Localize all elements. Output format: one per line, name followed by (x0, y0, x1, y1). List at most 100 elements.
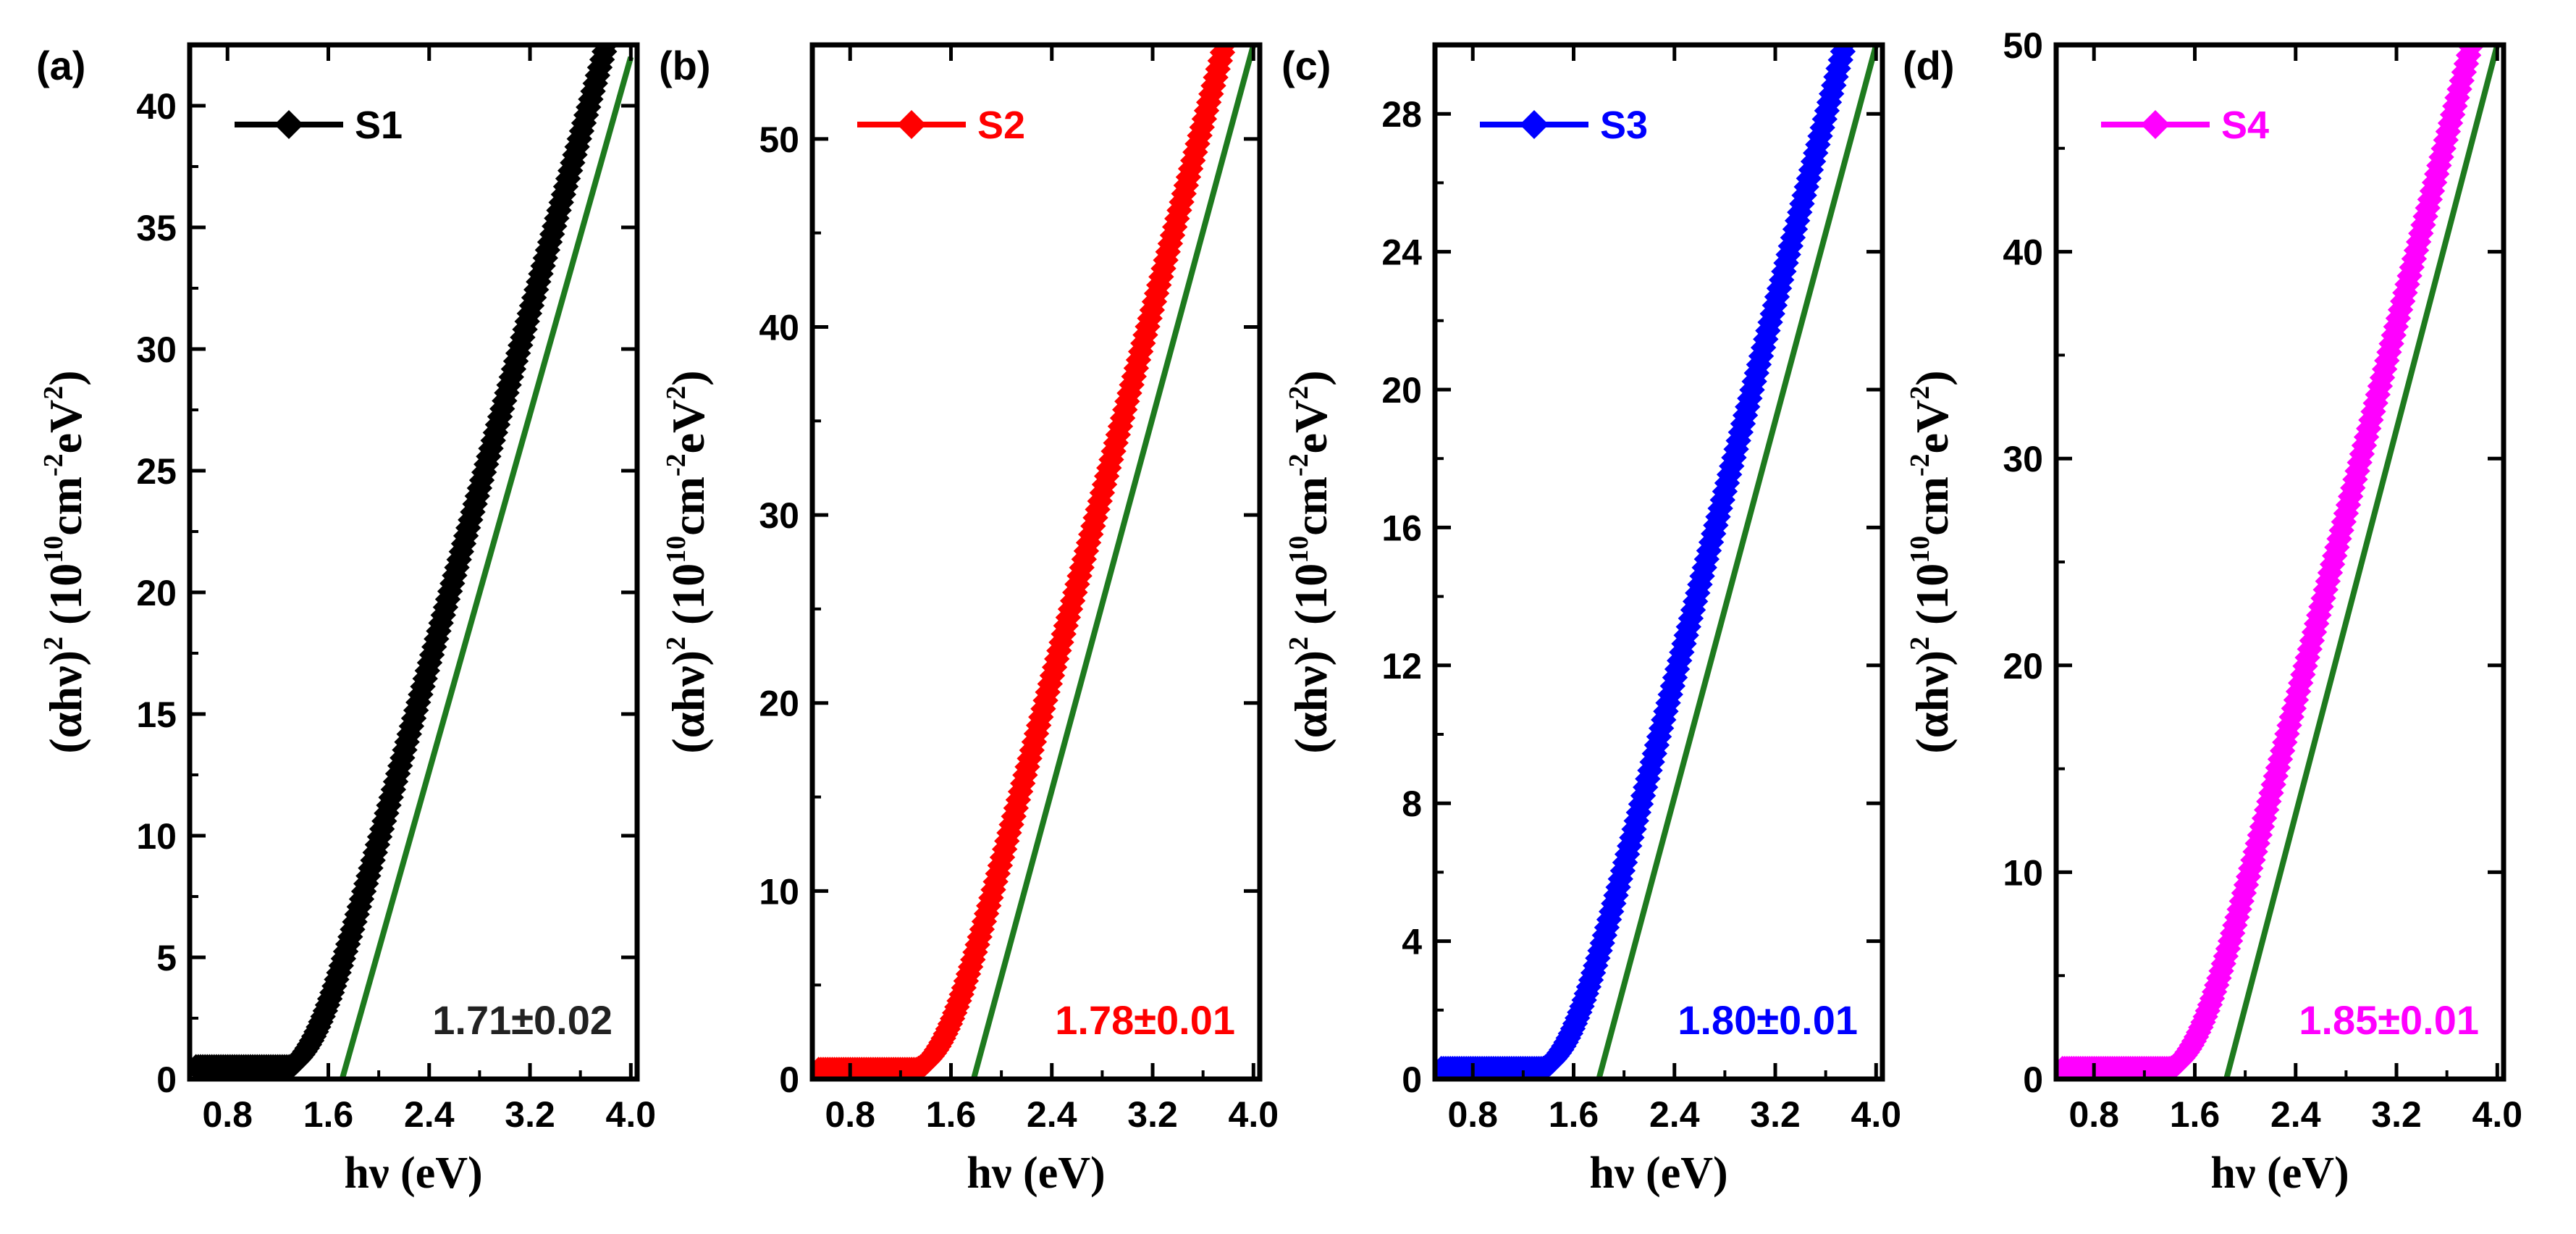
data-point (1842, 0, 1866, 22)
data-point (2477, 12, 2501, 36)
x-tick-label: 2.4 (1649, 1094, 1700, 1135)
y-label-unit-mid2: eV (1285, 400, 1337, 454)
y-label-main: (αhν) (1285, 650, 1337, 754)
y-label-unit-open: (10 (1906, 563, 1958, 637)
y-label-exp: 2 (1284, 637, 1314, 650)
y-tick-label: 25 (136, 451, 177, 492)
y-tick-label: 10 (136, 816, 177, 857)
x-axis-label: hν (eV) (1589, 1149, 1727, 1198)
legend-marker (897, 110, 926, 139)
y-tick-label: 40 (136, 86, 177, 127)
data-point (1834, 45, 1856, 56)
data-point (617, 8, 641, 33)
data-point (1217, 15, 1242, 40)
y-label-unit-mid2: eV (1906, 400, 1958, 454)
data-point (615, 8, 639, 33)
y-tick-label: 8 (1402, 784, 1422, 824)
y-label-exp: 2 (38, 637, 69, 650)
y-label-unit-exp2: -2 (1284, 453, 1314, 477)
data-point (2475, 12, 2499, 36)
data-point (1231, 4, 1255, 29)
y-label-unit-exp2: -2 (661, 453, 691, 477)
data-point (1838, 14, 1862, 38)
x-axis-label: hν (eV) (2210, 1149, 2349, 1198)
data-point (2479, 12, 2504, 36)
y-label-unit-exp2: -2 (38, 453, 69, 477)
y-label-main: (αhν) (662, 650, 714, 754)
data-point (601, 8, 626, 33)
legend-marker (2141, 110, 2170, 139)
y-label-unit-exp3: 2 (38, 386, 69, 400)
x-tick-label: 2.4 (2270, 1094, 2321, 1135)
x-axis-label: hν (eV) (344, 1149, 482, 1198)
y-tick-label: 20 (759, 684, 799, 724)
linear-fit-line (970, 45, 1257, 1079)
legend-label: S4 (2221, 104, 2269, 147)
y-label-unit-close: ) (1285, 370, 1337, 385)
y-label-unit-exp: 10 (1284, 536, 1314, 563)
x-tick-label: 0.8 (1447, 1094, 1498, 1135)
y-tick-label: 24 (1381, 232, 1422, 273)
y-tick-label: 40 (2003, 232, 2043, 273)
y-tick-label: 0 (779, 1059, 799, 1100)
y-label-unit-mid: cm (40, 477, 91, 536)
plot-frame (1432, 42, 1885, 1082)
x-tick-label: 1.6 (926, 1094, 977, 1135)
y-label-unit-close: ) (662, 370, 714, 385)
x-tick-label: 1.6 (2170, 1094, 2221, 1135)
y-tick-label: 35 (136, 208, 177, 248)
data-series-s4 (2056, 12, 2504, 1079)
y-label-unit-close: ) (1906, 370, 1958, 385)
data-point (1229, 4, 1253, 29)
x-tick-label: 3.2 (1750, 1094, 1801, 1135)
plot-frame (187, 42, 640, 1082)
y-tick-label: 28 (1381, 94, 1422, 135)
panel-s4: 0.8 1.6 2.4 3.2 4.0 0 10 20 30 40 50 hν (eV) (αhν)2 … (1903, 12, 2522, 1198)
data-point (599, 15, 623, 40)
panel-label: (b) (659, 43, 711, 88)
x-tick-label: 2.4 (1027, 1094, 1077, 1135)
data-point (606, 8, 631, 33)
x-tick-label: 1.6 (303, 1094, 354, 1135)
y-label-unit-exp: 10 (38, 536, 69, 563)
legend-label: S1 (355, 104, 403, 147)
data-point (2470, 12, 2494, 36)
y-label-unit-mid: cm (1906, 477, 1958, 536)
y-tick-label: 5 (156, 938, 177, 978)
panel-label: (a) (36, 43, 85, 88)
y-label-unit-exp2: -2 (1905, 453, 1935, 477)
panel-s1: 0.8 1.6 2.4 3.2 4.0 0 5 10 15 20 25 30 35 40 hν (eV) (α… (36, 8, 657, 1198)
plot-frame (809, 42, 1263, 1082)
y-label-unit-exp3: 2 (1284, 386, 1314, 400)
y-tick-label: 20 (1381, 370, 1422, 411)
x-tick-label: 3.2 (2371, 1094, 2422, 1135)
y-label-exp: 2 (661, 637, 691, 650)
data-series-s3 (1435, 0, 1866, 1079)
x-tick-label: 2.4 (404, 1094, 455, 1135)
x-tick-label: 4.0 (606, 1094, 657, 1135)
data-series-s2 (812, 4, 1262, 1079)
data-point (2465, 12, 2490, 36)
y-label-unit-exp3: 2 (1905, 386, 1935, 400)
y-label-main: (αhν) (1906, 650, 1958, 754)
y-tick-label: 20 (136, 573, 177, 613)
linear-fit-line (2223, 45, 2501, 1079)
y-tick-label: 10 (2003, 852, 2043, 893)
panel-label: (c) (1281, 43, 1331, 88)
y-label-unit-open: (10 (1285, 563, 1337, 637)
panel-s3: 0.8 1.6 2.4 3.2 4.0 0 4 8 12 16 20 24 28 hν (eV) (αhν)… (1281, 0, 1901, 1198)
data-point (1221, 4, 1246, 29)
data-point (2467, 12, 2492, 36)
data-series-s1 (190, 8, 641, 1079)
y-label-unit-exp3: 2 (661, 386, 691, 400)
x-axis-label: hν (eV) (967, 1149, 1105, 1198)
data-point (1237, 4, 1262, 29)
x-tick-label: 0.8 (2068, 1094, 2119, 1135)
data-point (2472, 12, 2497, 36)
linear-fit-line (339, 56, 634, 1079)
data-point (1233, 4, 1258, 29)
legend-marker (1520, 110, 1549, 139)
y-tick-label: 40 (759, 307, 799, 348)
y-label-unit-mid2: eV (662, 400, 714, 454)
y-tick-label: 0 (1402, 1059, 1422, 1100)
